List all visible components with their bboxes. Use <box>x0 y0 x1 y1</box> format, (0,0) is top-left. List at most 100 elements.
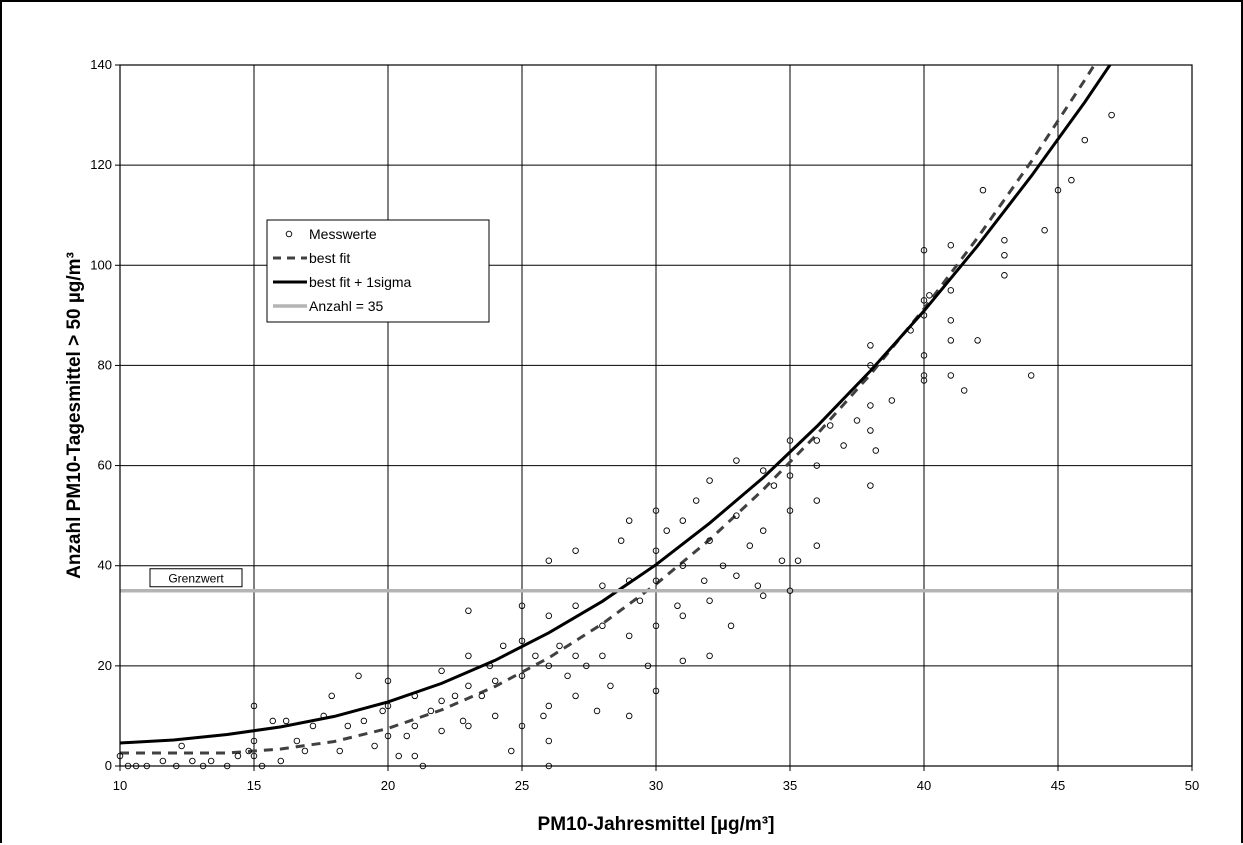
data-point <box>518 602 526 610</box>
data-point <box>491 712 499 720</box>
data-point <box>759 527 767 534</box>
data-point <box>652 577 660 584</box>
data-point <box>786 472 794 479</box>
data-point <box>599 582 606 589</box>
data-point <box>636 597 644 605</box>
y-tick-label: 140 <box>90 57 112 72</box>
data-point <box>778 557 786 564</box>
data-point <box>403 732 411 740</box>
data-point <box>545 737 553 745</box>
data-point <box>867 402 874 409</box>
data-point <box>867 427 874 434</box>
data-point <box>794 557 802 564</box>
legend-item: Anzahl = 35 <box>273 298 384 314</box>
data-point <box>499 642 507 650</box>
data-point <box>727 622 735 630</box>
data-point <box>545 702 553 710</box>
data-point <box>974 337 981 344</box>
data-point <box>411 722 419 730</box>
data-point <box>250 702 258 710</box>
x-tick-label: 10 <box>113 778 127 793</box>
data-point <box>545 612 553 620</box>
legend-item: Messwerte <box>285 226 377 242</box>
data-point <box>438 697 445 705</box>
data-point <box>617 537 625 544</box>
data-point <box>872 447 880 454</box>
data-point <box>371 742 378 750</box>
data-point <box>572 652 579 660</box>
data-point <box>572 692 579 700</box>
data-point <box>706 537 713 544</box>
y-tick-label: 60 <box>98 458 112 473</box>
data-point <box>1001 252 1008 259</box>
legend-marker-circle <box>285 230 293 238</box>
data-point <box>786 587 794 595</box>
data-point <box>719 562 727 569</box>
data-point <box>920 247 928 254</box>
data-point <box>679 517 687 524</box>
data-point <box>282 717 290 725</box>
data-point <box>692 497 700 504</box>
data-point <box>920 312 928 319</box>
data-point <box>301 747 309 755</box>
data-point <box>1001 236 1008 244</box>
data-point <box>336 747 344 755</box>
data-point <box>926 292 933 299</box>
scatter-points <box>116 111 1115 770</box>
data-point <box>813 437 821 444</box>
data-point <box>947 337 955 344</box>
data-point <box>652 507 660 514</box>
data-point <box>679 562 687 569</box>
x-tick-label: 35 <box>783 778 797 793</box>
data-point <box>663 527 670 534</box>
x-tick-label: 15 <box>247 778 261 793</box>
x-tick-label: 45 <box>1051 778 1065 793</box>
data-point <box>384 732 392 740</box>
data-point <box>700 577 708 584</box>
data-point <box>947 372 955 379</box>
data-point <box>411 692 419 700</box>
data-point <box>189 757 196 765</box>
data-point <box>867 482 874 489</box>
legend-label: best fit + 1sigma <box>309 274 412 290</box>
y-tick-label: 20 <box>98 658 112 673</box>
data-point <box>1068 176 1075 184</box>
data-point <box>532 652 539 660</box>
y-tick-label: 40 <box>98 558 112 573</box>
legend-label: best fit <box>309 250 350 266</box>
data-point <box>491 677 499 685</box>
data-point <box>328 692 335 700</box>
data-point <box>395 752 402 760</box>
data-point <box>465 607 472 615</box>
data-point <box>564 672 571 680</box>
data-point <box>786 437 794 444</box>
grid-lines <box>119 64 1193 767</box>
data-point <box>438 667 445 675</box>
x-tick-label: 50 <box>1185 778 1199 793</box>
data-point <box>545 557 553 564</box>
data-point <box>706 477 713 484</box>
best-fit-sigma-line <box>120 65 1112 745</box>
data-point <box>920 297 928 304</box>
data-point <box>759 467 767 474</box>
data-point <box>754 582 762 589</box>
data-point <box>947 287 955 294</box>
data-point <box>518 637 526 645</box>
data-point <box>706 652 713 660</box>
data-point <box>679 612 687 620</box>
y-tick-label: 0 <box>105 758 112 773</box>
data-point <box>277 757 285 765</box>
y-axis-title: Anzahl PM10-Tagesmittel > 50 µg/m³ <box>64 252 85 579</box>
data-point <box>652 687 660 695</box>
legend-item: best fit + 1sigma <box>273 274 412 290</box>
data-point <box>947 317 955 324</box>
data-point <box>451 692 459 700</box>
data-point <box>465 682 472 690</box>
data-point <box>486 662 494 670</box>
data-point <box>826 422 834 429</box>
data-point <box>625 517 633 524</box>
x-tick-label: 30 <box>649 778 663 793</box>
data-point <box>384 677 392 685</box>
